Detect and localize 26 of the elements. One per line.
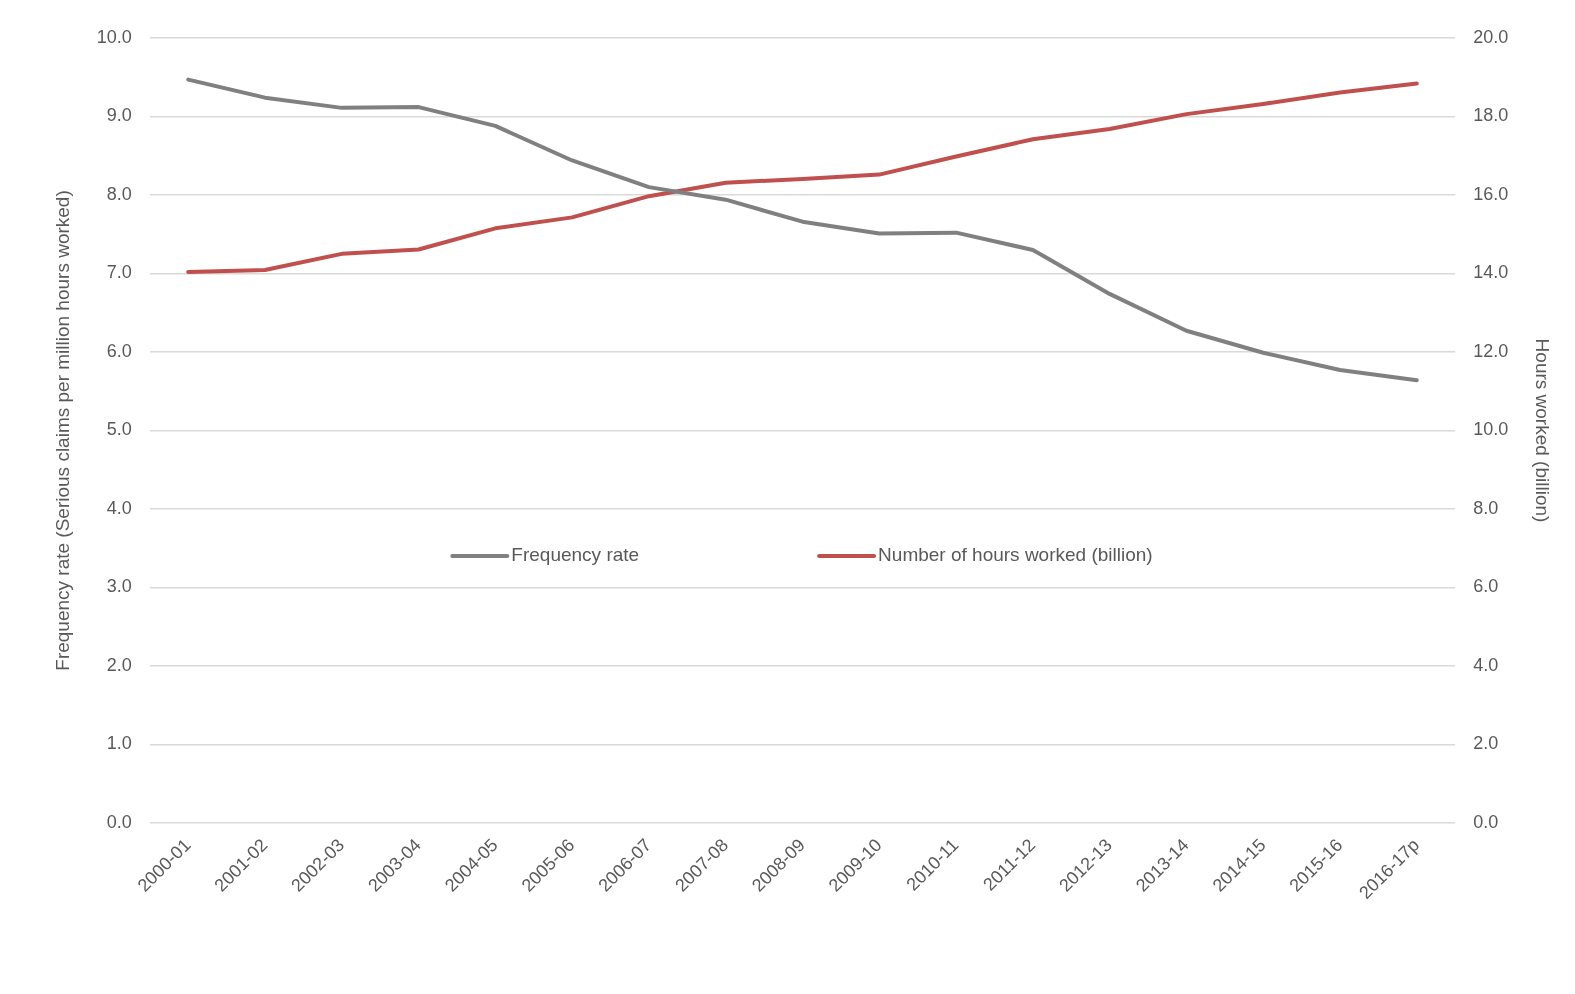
y2-tick-label: 0.0 [1473, 811, 1499, 832]
y-tick-label: 9.0 [106, 105, 132, 126]
y2-tick-label: 20.0 [1473, 26, 1509, 47]
y-tick-label: 4.0 [106, 497, 132, 518]
y-tick-label: 6.0 [106, 340, 132, 361]
y2-tick-label: 12.0 [1473, 340, 1509, 361]
y2-tick-label: 16.0 [1473, 183, 1509, 204]
y-axis-title: Frequency rate (Serious claims per million hours worked) [51, 190, 73, 671]
y2-tick-label: 18.0 [1473, 105, 1509, 126]
y-tick-label: 0.0 [106, 811, 132, 832]
y2-tick-label: 6.0 [1473, 576, 1499, 597]
y-tick-label: 2.0 [106, 654, 132, 675]
y2-tick-label: 10.0 [1473, 419, 1509, 440]
y-tick-label: 8.0 [106, 183, 132, 204]
y-tick-label: 3.0 [106, 576, 132, 597]
y2-tick-label: 2.0 [1473, 733, 1499, 754]
legend-label: Frequency rate [511, 544, 640, 566]
y-tick-label: 10.0 [96, 26, 132, 47]
legend-label: Number of hours worked (billion) [878, 544, 1153, 566]
y2-tick-label: 4.0 [1473, 654, 1499, 675]
y2-axis-title: Hours worked (billion) [1532, 338, 1554, 523]
y2-tick-label: 8.0 [1473, 497, 1499, 518]
y-tick-label: 1.0 [106, 733, 132, 754]
y-tick-label: 5.0 [106, 419, 132, 440]
y2-tick-label: 14.0 [1473, 262, 1509, 283]
y-tick-label: 7.0 [106, 262, 132, 283]
